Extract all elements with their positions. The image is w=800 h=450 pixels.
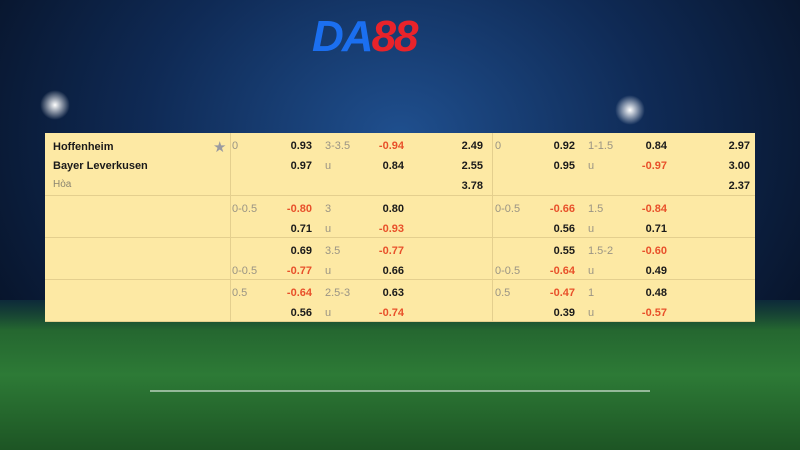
total-line-half: 1.5: [588, 203, 604, 215]
total-odds[interactable]: 0.63: [382, 287, 404, 299]
handicap-odds[interactable]: 0.69: [290, 245, 312, 257]
total-odds[interactable]: -0.93: [378, 223, 404, 235]
handicap-odds[interactable]: 0.93: [290, 140, 312, 152]
match-row-block: 0-0.5 -0.80 3 0.80 0-0.5 -0.66 1.5 -0.84 0.71 u -0…: [45, 196, 755, 238]
handicap-line-half: 0.5: [495, 287, 511, 299]
total-odds-half[interactable]: 0.84: [645, 140, 667, 152]
handicap-odds[interactable]: -0.80: [286, 203, 312, 215]
handicap-odds[interactable]: 0.56: [290, 307, 312, 319]
logo-da: DA: [312, 12, 374, 61]
handicap-odds[interactable]: 0.97: [290, 160, 312, 172]
total-line: u: [325, 160, 332, 172]
total-line-half: u: [588, 307, 595, 319]
total-line-half: u: [588, 223, 595, 235]
logo-88: 88: [371, 12, 419, 61]
1x2-odds-half[interactable]: 2.97: [728, 140, 750, 152]
total-odds-half[interactable]: 0.48: [645, 287, 667, 299]
total-odds-half[interactable]: -0.84: [641, 203, 667, 215]
total-odds[interactable]: -0.94: [378, 140, 404, 152]
total-line: 2.5-3: [325, 287, 351, 299]
total-odds-half[interactable]: -0.60: [641, 245, 667, 257]
total-odds[interactable]: 0.84: [382, 160, 404, 172]
star-icon[interactable]: ★: [213, 139, 227, 156]
handicap-odds-half[interactable]: 0.55: [553, 245, 575, 257]
handicap-line-half: 0-0.5: [495, 203, 521, 215]
handicap-odds-half[interactable]: -0.66: [549, 203, 575, 215]
1x2-odds[interactable]: 3.78: [461, 180, 483, 192]
total-line: u: [325, 223, 332, 235]
handicap-line: 0-0.5: [232, 265, 258, 277]
total-odds-half[interactable]: 0.49: [645, 265, 667, 277]
home-team: Hoffenheim: [53, 141, 114, 153]
draw-label: Hòa: [53, 179, 72, 190]
handicap-line: 0: [232, 140, 239, 152]
handicap-odds-half[interactable]: 0.95: [553, 160, 575, 172]
handicap-odds[interactable]: -0.64: [286, 287, 312, 299]
total-odds-half[interactable]: 0.71: [645, 223, 667, 235]
total-odds[interactable]: -0.74: [378, 307, 404, 319]
total-line-half: 1.5-2: [588, 245, 614, 257]
total-odds-half[interactable]: -0.97: [641, 160, 667, 172]
match-row-block: 0.69 3.5 -0.77 0.55 1.5-2 -0.60 0-0.5 -0.77 u 0.6…: [45, 238, 755, 280]
handicap-odds[interactable]: -0.77: [286, 265, 312, 277]
total-odds[interactable]: 0.66: [382, 265, 404, 277]
total-line: 3-3.5: [325, 140, 351, 152]
total-line: u: [325, 307, 332, 319]
stadium-light: [40, 90, 70, 120]
1x2-odds[interactable]: 2.49: [461, 140, 483, 152]
divider: [492, 133, 493, 322]
total-odds[interactable]: 0.80: [382, 203, 404, 215]
total-odds[interactable]: -0.77: [378, 245, 404, 257]
total-line-half: 1: [588, 287, 595, 299]
total-line-half: 1-1.5: [588, 140, 614, 152]
1x2-odds-half[interactable]: 2.37: [728, 180, 750, 192]
handicap-odds-half[interactable]: 0.92: [553, 140, 575, 152]
pitch-line: [150, 390, 650, 392]
1x2-odds[interactable]: 2.55: [461, 160, 483, 172]
handicap-line: 0.5: [232, 287, 248, 299]
total-line: 3.5: [325, 245, 341, 257]
1x2-odds-half[interactable]: 3.00: [728, 160, 750, 172]
logo: DA88: [312, 12, 419, 62]
odds-table: Hoffenheim Bayer Leverkusen Hòa ★ 0 0.93 3-3.5…: [45, 133, 755, 322]
total-odds-half[interactable]: -0.57: [641, 307, 667, 319]
handicap-odds-half[interactable]: -0.64: [549, 265, 575, 277]
match-row-block: Hoffenheim Bayer Leverkusen Hòa ★ 0 0.93 3-3.5…: [45, 133, 755, 196]
handicap-odds-half[interactable]: -0.47: [549, 287, 575, 299]
handicap-odds-half[interactable]: 0.39: [553, 307, 575, 319]
divider: [230, 133, 231, 322]
total-line: 3: [325, 203, 332, 215]
handicap-line: 0-0.5: [232, 203, 258, 215]
handicap-line-half: 0: [495, 140, 502, 152]
match-row-block: 0.5 -0.64 2.5-3 0.63 0.5 -0.47 1 0.48 0.56 u -0.74…: [45, 280, 755, 322]
away-team: Bayer Leverkusen: [53, 160, 148, 172]
total-line: u: [325, 265, 332, 277]
handicap-odds-half[interactable]: 0.56: [553, 223, 575, 235]
total-line-half: u: [588, 160, 595, 172]
handicap-odds[interactable]: 0.71: [290, 223, 312, 235]
total-line-half: u: [588, 265, 595, 277]
handicap-line-half: 0-0.5: [495, 265, 521, 277]
stadium-light: [615, 95, 645, 125]
